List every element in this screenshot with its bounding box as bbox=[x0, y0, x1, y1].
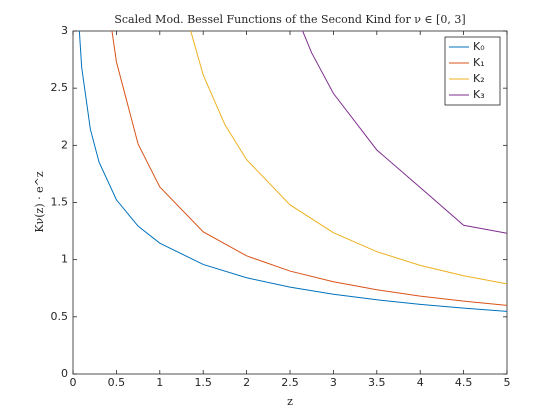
x-tick-label: 1 bbox=[156, 376, 163, 389]
x-tick-label: 3.5 bbox=[368, 376, 386, 389]
line bbox=[190, 31, 507, 285]
legend-label: K₀ bbox=[473, 40, 485, 53]
x-tick-label: 3 bbox=[330, 376, 337, 389]
y-tick-label: 1.5 bbox=[51, 196, 69, 209]
legend-label: K₃ bbox=[473, 88, 485, 101]
x-tick-label: 2 bbox=[243, 376, 250, 389]
y-tick-label: 2 bbox=[61, 138, 68, 151]
line bbox=[302, 31, 507, 234]
legend-box bbox=[444, 36, 501, 106]
x-tick-label: 0.5 bbox=[108, 376, 126, 389]
x-tick-label: 4.5 bbox=[455, 376, 473, 389]
y-tick-label: 2.5 bbox=[51, 81, 69, 94]
plot-area bbox=[72, 30, 508, 375]
x-tick-label: 4 bbox=[417, 376, 424, 389]
y-tick-label: 1 bbox=[61, 253, 68, 266]
x-tick-label: 2.5 bbox=[281, 376, 299, 389]
y-tick-label: 0 bbox=[61, 367, 68, 380]
y-axis-label: Kν(z) · e^z bbox=[33, 171, 46, 232]
chart-title: Scaled Mod. Bessel Functions of the Seco… bbox=[114, 13, 465, 26]
x-tick-label: 5 bbox=[504, 376, 511, 389]
legend-label: K₁ bbox=[473, 56, 485, 69]
line bbox=[78, 31, 507, 312]
x-tick-label: 1.5 bbox=[194, 376, 212, 389]
lines bbox=[78, 31, 507, 312]
x-tick-label: 0 bbox=[70, 376, 77, 389]
legend-label: K₂ bbox=[473, 72, 485, 85]
y-tick-label: 3 bbox=[61, 24, 68, 37]
line bbox=[111, 31, 507, 306]
y-tick-label: 0.5 bbox=[51, 310, 69, 323]
x-axis-label: z bbox=[287, 395, 293, 408]
